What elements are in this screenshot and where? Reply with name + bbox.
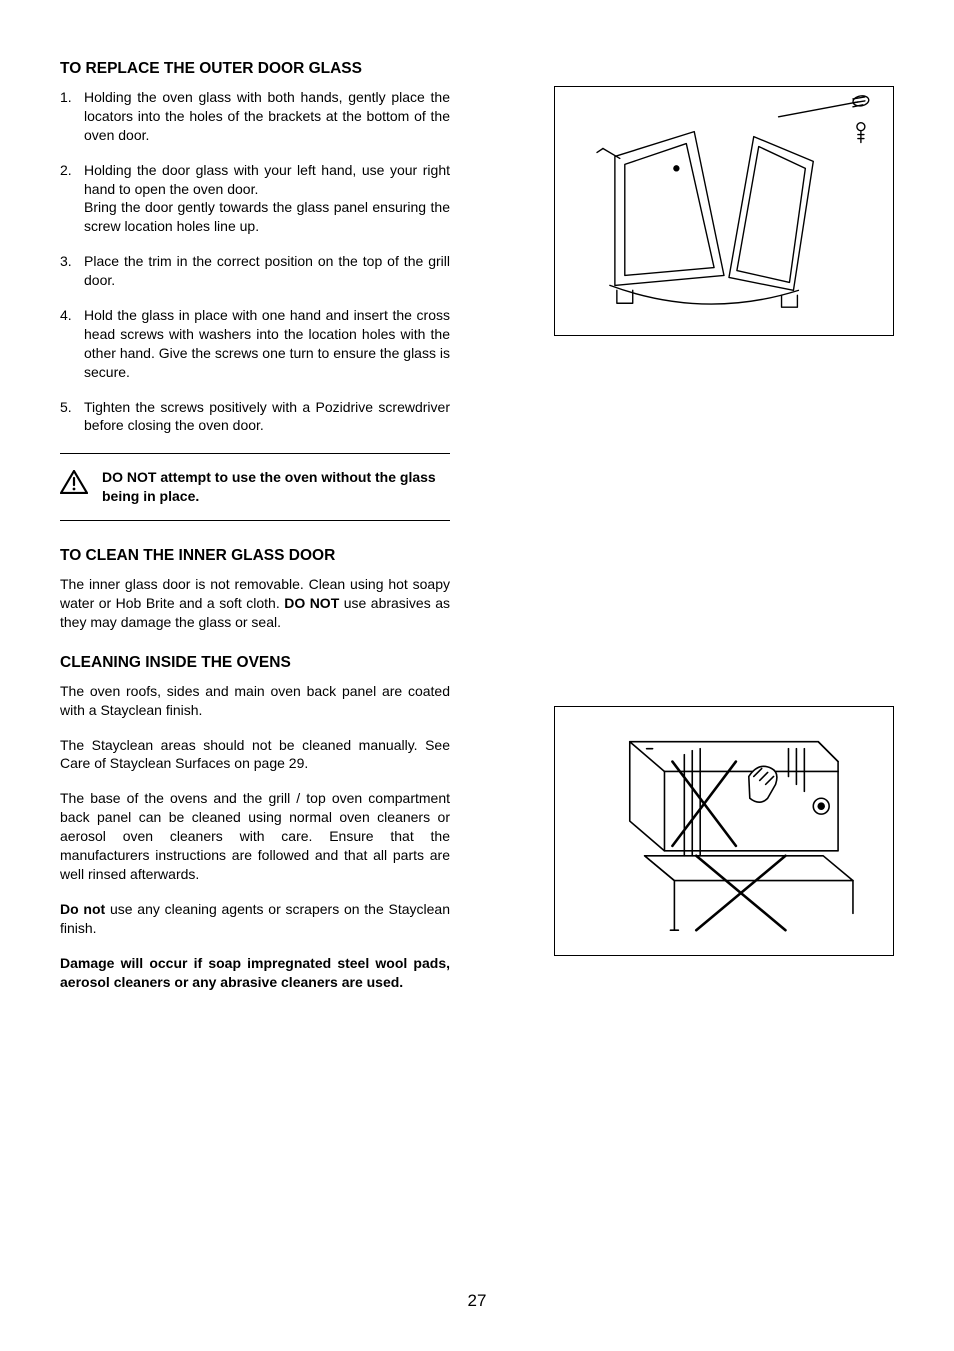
inside-ovens-p4: Do not use any cleaning agents or scrape… <box>60 900 450 938</box>
warning-block: DO NOT attempt to use the oven without t… <box>60 453 450 521</box>
steps-list: Holding the oven glass with both hands, … <box>60 88 450 435</box>
heading-inner-glass: TO CLEAN THE INNER GLASS DOOR <box>60 547 450 565</box>
warning-text: DO NOT attempt to use the oven without t… <box>102 468 450 506</box>
inside-ovens-p2: The Stayclean areas should not be cleane… <box>60 736 450 774</box>
figure-oven-cleaning <box>554 706 894 956</box>
heading-inside-ovens: CLEANING INSIDE THE OVENS <box>60 654 450 672</box>
inside-ovens-p5: Damage will occur if soap impregnated st… <box>60 954 450 992</box>
inside-ovens-p4-rest: use any cleaning agents or scrapers on t… <box>60 901 450 936</box>
oven-cleaning-illustration-icon <box>555 707 893 955</box>
door-glass-illustration-icon <box>555 87 893 335</box>
inside-ovens-p4-bold: Do not <box>60 901 105 917</box>
step-1: Holding the oven glass with both hands, … <box>60 88 450 145</box>
page-number: 27 <box>0 1291 954 1311</box>
inside-ovens-p3: The base of the ovens and the grill / to… <box>60 789 450 883</box>
step-5: Tighten the screws positively with a Poz… <box>60 398 450 436</box>
warning-triangle-icon <box>60 470 88 494</box>
figure-door-glass <box>554 86 894 336</box>
step-2: Holding the door glass with your left ha… <box>60 161 450 237</box>
step-4: Hold the glass in place with one hand an… <box>60 306 450 382</box>
inner-glass-paragraph: The inner glass door is not removable. C… <box>60 575 450 632</box>
heading-replace-glass: TO REPLACE THE OUTER DOOR GLASS <box>60 60 450 78</box>
step-3: Place the trim in the correct position o… <box>60 252 450 290</box>
inner-glass-text-bold: DO NOT <box>284 595 339 611</box>
inside-ovens-p1: The oven roofs, sides and main oven back… <box>60 682 450 720</box>
